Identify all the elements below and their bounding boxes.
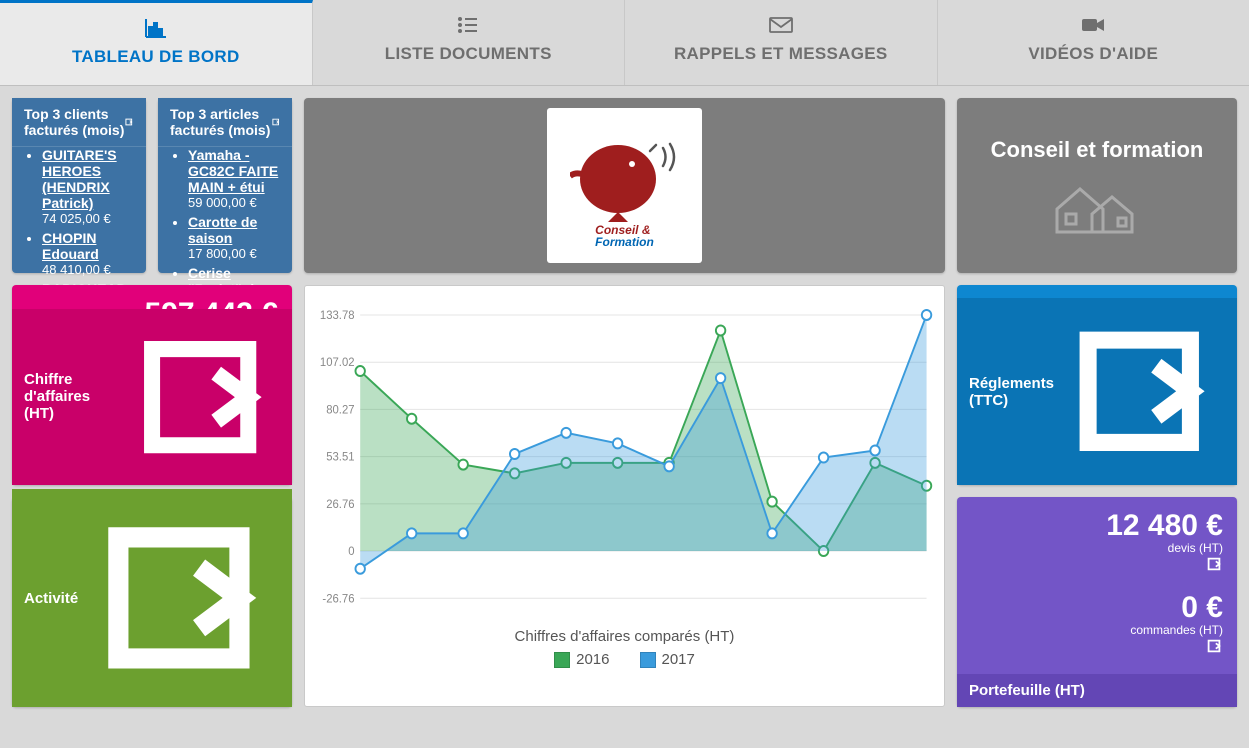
- client-link[interactable]: CHOPIN Edouard: [42, 230, 99, 262]
- chart-title: Chiffres d'affaires comparés (HT): [313, 628, 936, 645]
- chart-legend: 2016 2017: [313, 651, 936, 668]
- expand-icon[interactable]: [271, 113, 280, 131]
- consulting-title: Conseil et formation: [991, 137, 1204, 163]
- consulting-panel[interactable]: Conseil et formation: [957, 98, 1237, 273]
- svg-text:53.51: 53.51: [326, 450, 354, 463]
- revenue-tile[interactable]: 597 443 € exercice en cours -5.25% 133 7…: [12, 285, 292, 485]
- payments-tile[interactable]: 728 100 € restant dû TTC tous exercices …: [957, 285, 1237, 485]
- goto-icon[interactable]: [1205, 637, 1223, 655]
- house-icon: [1052, 174, 1142, 234]
- goto-icon[interactable]: [1205, 555, 1223, 573]
- tile-footer: Chiffre d'affaires (HT): [24, 371, 120, 422]
- quotes-total: 12 480 €: [971, 511, 1223, 541]
- goto-icon[interactable]: [78, 497, 280, 699]
- envelope-icon: [625, 14, 937, 40]
- tab-label: VIDÉOS D'AIDE: [1028, 44, 1158, 63]
- logo-line2: Formation: [595, 235, 654, 249]
- list-icon: [313, 14, 625, 40]
- client-link[interactable]: GUITARE'S HEROES (HENDRIX Patrick): [42, 147, 117, 211]
- chart-card: -26.76 0 26.76 53.51 80.27 107.02 133.78 Chiff…: [304, 285, 945, 707]
- top-clients-panel: Top 3 clients facturés (mois) GUITARE'S …: [12, 98, 146, 273]
- tab-documents[interactable]: LISTE DOCUMENTS: [313, 0, 626, 85]
- company-logo: Conseil &Formation: [547, 108, 702, 263]
- client-value: 48 410,00 €: [42, 262, 134, 277]
- svg-text:133.78: 133.78: [320, 309, 355, 322]
- panel-title: Top 3 clients facturés (mois): [24, 106, 124, 138]
- goto-icon[interactable]: [120, 317, 280, 477]
- panel-title: Top 3 articles facturés (mois): [170, 106, 271, 138]
- tile-footer: Activité: [24, 590, 78, 607]
- dashboard-grid: Conseil &Formation Top 3 clients facturé…: [0, 86, 1249, 719]
- legend-label: 2016: [576, 651, 609, 668]
- expand-icon[interactable]: [124, 113, 134, 131]
- tab-messages[interactable]: RAPPELS ET MESSAGES: [625, 0, 938, 85]
- tab-label: LISTE DOCUMENTS: [385, 44, 552, 63]
- orders-total: 0 €: [971, 593, 1223, 623]
- svg-text:0: 0: [348, 545, 355, 558]
- quotes-sub: devis (HT): [971, 541, 1223, 555]
- article-link[interactable]: Carotte de saison: [188, 214, 257, 246]
- top-articles-panel: Top 3 articles facturés (mois) Yamaha - …: [158, 98, 292, 273]
- logo-panel: Conseil &Formation: [304, 98, 945, 273]
- tab-label: RAPPELS ET MESSAGES: [674, 44, 888, 63]
- tile-footer: Réglements (TTC): [969, 375, 1054, 409]
- article-link[interactable]: Yamaha - GC82C FAITE MAIN + étui: [188, 147, 278, 195]
- legend-item[interactable]: 2016: [554, 651, 609, 668]
- tab-videos[interactable]: VIDÉOS D'AIDE: [938, 0, 1249, 85]
- nav-tabs: TABLEAU DE BORD LISTE DOCUMENTS RAPPELS …: [0, 0, 1249, 86]
- video-icon: [938, 14, 1249, 40]
- svg-text:107.02: 107.02: [320, 356, 355, 369]
- orders-sub: commandes (HT): [971, 623, 1223, 637]
- tile-footer: Portefeuille (HT): [969, 682, 1085, 699]
- revenue-chart: -26.76 0 26.76 53.51 80.27 107.02 133.78: [313, 294, 936, 624]
- svg-text:80.27: 80.27: [326, 403, 354, 416]
- legend-item[interactable]: 2017: [640, 651, 695, 668]
- client-value: 74 025,00 €: [42, 211, 134, 226]
- tab-dashboard[interactable]: TABLEAU DE BORD: [0, 0, 313, 85]
- activity-tile[interactable]: 22clients 74articles Pour ce mois : 4nou…: [12, 497, 292, 707]
- article-value: 17 800,00 €: [188, 246, 280, 261]
- portfolio-tile[interactable]: 12 480 € devis (HT) 0 € commandes (HT) P…: [957, 497, 1237, 707]
- bar-chart-icon: [0, 17, 312, 43]
- legend-label: 2017: [662, 651, 695, 668]
- goto-icon[interactable]: [1054, 306, 1225, 477]
- tab-label: TABLEAU DE BORD: [72, 47, 240, 66]
- svg-text:-26.76: -26.76: [322, 592, 354, 605]
- article-value: 59 000,00 €: [188, 195, 280, 210]
- svg-text:26.76: 26.76: [326, 498, 354, 511]
